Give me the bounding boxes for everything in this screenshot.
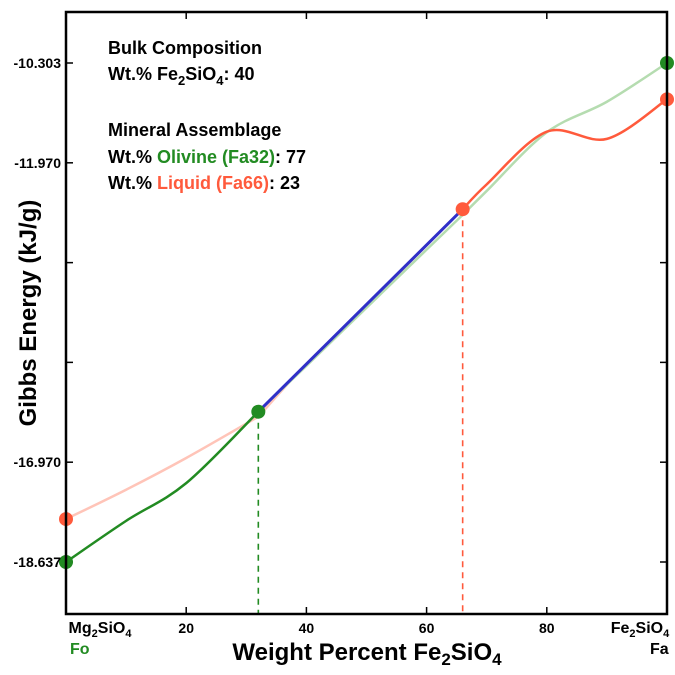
- mineral-assemblage-title: Mineral Assemblage: [108, 120, 281, 140]
- y-tick-label-4: -16.970: [14, 454, 62, 470]
- liquid-curve-stable: [461, 98, 668, 211]
- curves-layer: [65, 61, 668, 614]
- y-axis-title: Gibbs Energy (kJ/g): [15, 200, 42, 427]
- liquid-curve-faded-left: [65, 415, 259, 521]
- plot-frame: [64, 10, 669, 616]
- x-axis-right-end-formula: Fe2SiO4: [611, 620, 670, 640]
- liquid-point-3: [455, 202, 470, 217]
- x-axis-right-end-name: Fa: [650, 641, 669, 658]
- x-axis-left-end-formula: Mg2SiO4: [69, 620, 133, 640]
- x-tick-label-3: 80: [539, 620, 555, 636]
- x-tick-label-2: 60: [419, 620, 435, 636]
- axis-ticks-layer: [66, 12, 667, 614]
- labels-layer: -10.303 -11.970 -16.970 -18.637 20 40 60 80: [14, 55, 555, 636]
- olivine-fraction-label: Wt.% Olivine (Fa32): 77: [108, 147, 306, 167]
- y-tick-label-0: -10.303: [14, 55, 62, 71]
- olivine-phase-name: Olivine (Fa32): [157, 147, 275, 167]
- y-tick-label-5: -18.637: [14, 554, 62, 570]
- x-axis-left-end-name: Fo: [70, 641, 90, 658]
- bulk-composition-value: Wt.% Fe2SiO4: 40: [108, 64, 255, 88]
- common-tangent-line: [257, 208, 464, 413]
- liquid-phase-name: Liquid (Fa66): [157, 173, 269, 193]
- olivine-curve-faded-right: [461, 61, 668, 216]
- x-tick-label-1: 40: [299, 620, 315, 636]
- liquid-fraction-label: Wt.% Liquid (Fa66): 23: [108, 173, 300, 193]
- olivine-point-2: [251, 404, 266, 419]
- x-axis-title: Weight Percent Fe2SiO4: [232, 639, 502, 669]
- y-tick-label-1: -11.970: [14, 155, 61, 171]
- x-tick-label-0: 20: [178, 620, 194, 636]
- olivine-curve-stable: [65, 410, 260, 564]
- bulk-composition-title: Bulk Composition: [108, 38, 262, 58]
